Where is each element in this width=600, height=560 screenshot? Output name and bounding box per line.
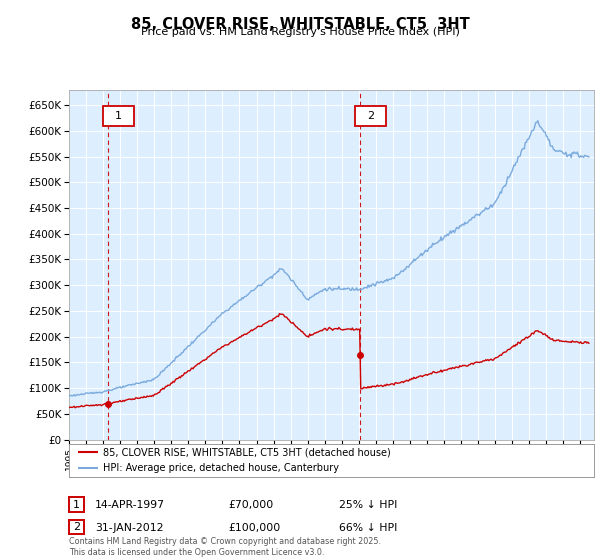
FancyBboxPatch shape bbox=[103, 106, 134, 125]
Text: 1: 1 bbox=[73, 500, 80, 510]
Text: 66% ↓ HPI: 66% ↓ HPI bbox=[339, 522, 397, 533]
FancyBboxPatch shape bbox=[355, 106, 386, 125]
Text: 1: 1 bbox=[115, 111, 122, 121]
Text: £100,000: £100,000 bbox=[228, 522, 280, 533]
Text: £70,000: £70,000 bbox=[228, 500, 273, 510]
Text: 2: 2 bbox=[367, 111, 374, 121]
Text: 31-JAN-2012: 31-JAN-2012 bbox=[95, 522, 163, 533]
Text: 2: 2 bbox=[73, 522, 80, 532]
Text: 25% ↓ HPI: 25% ↓ HPI bbox=[339, 500, 397, 510]
Text: Contains HM Land Registry data © Crown copyright and database right 2025.
This d: Contains HM Land Registry data © Crown c… bbox=[69, 537, 381, 557]
Text: 14-APR-1997: 14-APR-1997 bbox=[95, 500, 165, 510]
Text: Price paid vs. HM Land Registry's House Price Index (HPI): Price paid vs. HM Land Registry's House … bbox=[140, 27, 460, 37]
Text: 85, CLOVER RISE, WHITSTABLE, CT5  3HT: 85, CLOVER RISE, WHITSTABLE, CT5 3HT bbox=[131, 17, 469, 32]
Text: HPI: Average price, detached house, Canterbury: HPI: Average price, detached house, Cant… bbox=[103, 463, 339, 473]
Text: 85, CLOVER RISE, WHITSTABLE, CT5 3HT (detached house): 85, CLOVER RISE, WHITSTABLE, CT5 3HT (de… bbox=[103, 447, 391, 458]
